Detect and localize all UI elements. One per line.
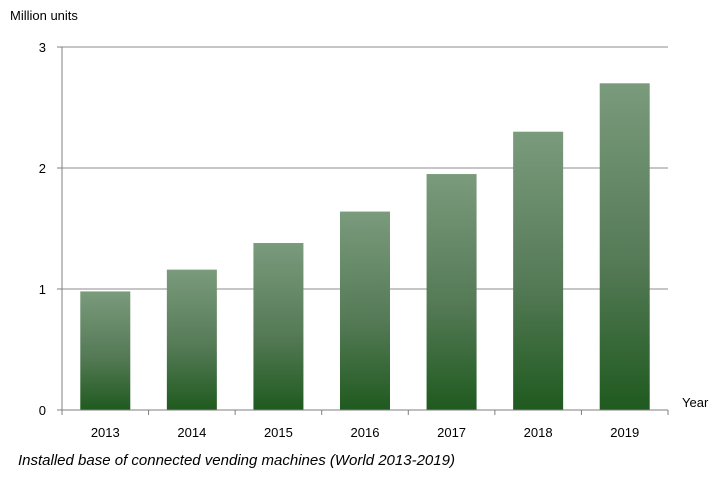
bar-2015 [253, 243, 304, 410]
x-tick-label-2013: 2013 [91, 425, 120, 440]
bar-2016 [340, 211, 390, 410]
y-axis-title: Million units [10, 8, 78, 23]
x-tick-label-2015: 2015 [264, 425, 293, 440]
x-tick-label-2017: 2017 [437, 425, 466, 440]
bar-2018 [513, 131, 564, 410]
x-tick-labels: 2013 2014 2015 2016 2017 2018 2019 [91, 425, 639, 440]
x-tick-label-2016: 2016 [351, 425, 380, 440]
y-tick-label-1: 1 [39, 282, 46, 297]
chart-caption: Installed base of connected vending mach… [18, 452, 455, 469]
y-tick-labels: 0 1 2 3 [39, 40, 46, 418]
y-tick-label-3: 3 [39, 40, 46, 55]
bars [80, 83, 650, 411]
bar-2017 [426, 174, 477, 410]
x-axis-title: Year [682, 395, 709, 410]
bar-2019 [599, 83, 650, 411]
x-tick-label-2014: 2014 [177, 425, 206, 440]
axes [57, 46, 669, 415]
bar-2014 [166, 269, 217, 410]
x-tick-label-2019: 2019 [610, 425, 639, 440]
bar-2013 [80, 291, 131, 410]
x-tick-label-2018: 2018 [524, 425, 553, 440]
y-tick-label-0: 0 [39, 403, 46, 418]
y-tick-label-2: 2 [39, 161, 46, 176]
